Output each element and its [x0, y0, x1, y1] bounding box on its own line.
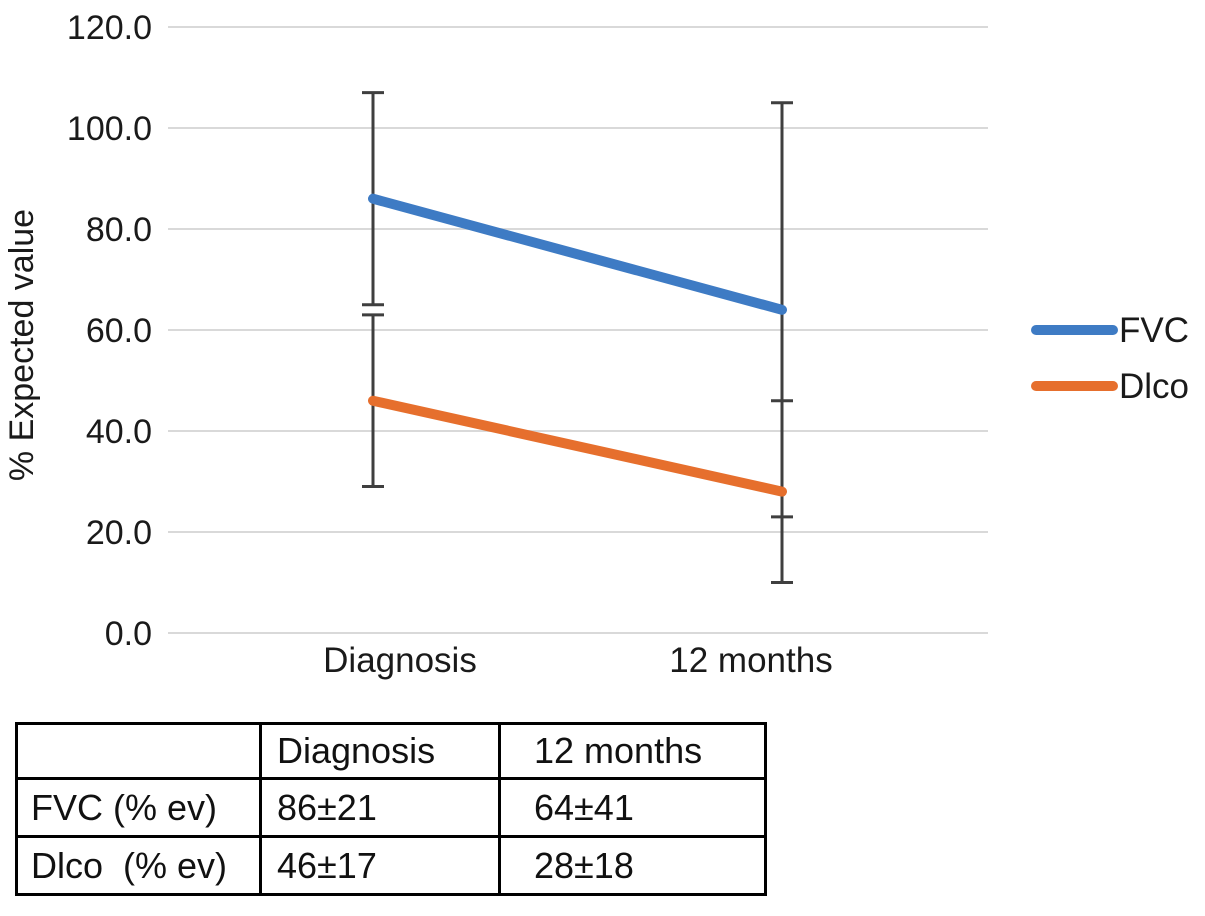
x-category-label: 12 months: [669, 641, 832, 680]
table-header-12months: 12 months: [498, 722, 767, 780]
y-tick-label: 100.0: [67, 110, 152, 148]
table-header-row: Diagnosis 12 months: [15, 722, 767, 780]
y-tick-label: 120.0: [67, 9, 152, 47]
x-category-label: Diagnosis: [323, 641, 477, 680]
row-label-dlco: Dlco (% ev): [15, 835, 262, 896]
summary-table: Diagnosis 12 months FVC (% ev) 86±21 64±…: [15, 722, 767, 896]
legend-label-fvc: FVC: [1119, 311, 1189, 350]
row-label-fvc: FVC (% ev): [15, 777, 262, 838]
y-tick-label: 20.0: [86, 514, 152, 552]
table-header-diagnosis: Diagnosis: [259, 722, 501, 780]
legend-label-dlco: Dlco: [1119, 367, 1189, 406]
table-header-empty: [15, 722, 262, 780]
series-line-dlco: [368, 395, 787, 497]
series-line-fvc: [368, 193, 787, 315]
y-tick-label: 60.0: [86, 312, 152, 350]
table-row-dlco: Dlco (% ev) 46±17 28±18: [15, 835, 767, 896]
y-tick-label: 80.0: [86, 211, 152, 249]
y-tick-label: 40.0: [86, 413, 152, 451]
table-row-fvc: FVC (% ev) 86±21 64±41: [15, 777, 767, 838]
fvc-12months-value: 64±41: [498, 777, 767, 838]
y-tick-label: 0.0: [105, 615, 152, 653]
y-axis-title: % Expected value: [3, 209, 41, 481]
line-chart: 0.0 20.0 40.0 60.0 80.0 100.0 120.0 % Expected …: [3, 9, 1189, 680]
dlco-12months-value: 28±18: [498, 835, 767, 896]
dlco-diagnosis-value: 46±17: [259, 835, 501, 896]
fvc-diagnosis-value: 86±21: [259, 777, 501, 838]
